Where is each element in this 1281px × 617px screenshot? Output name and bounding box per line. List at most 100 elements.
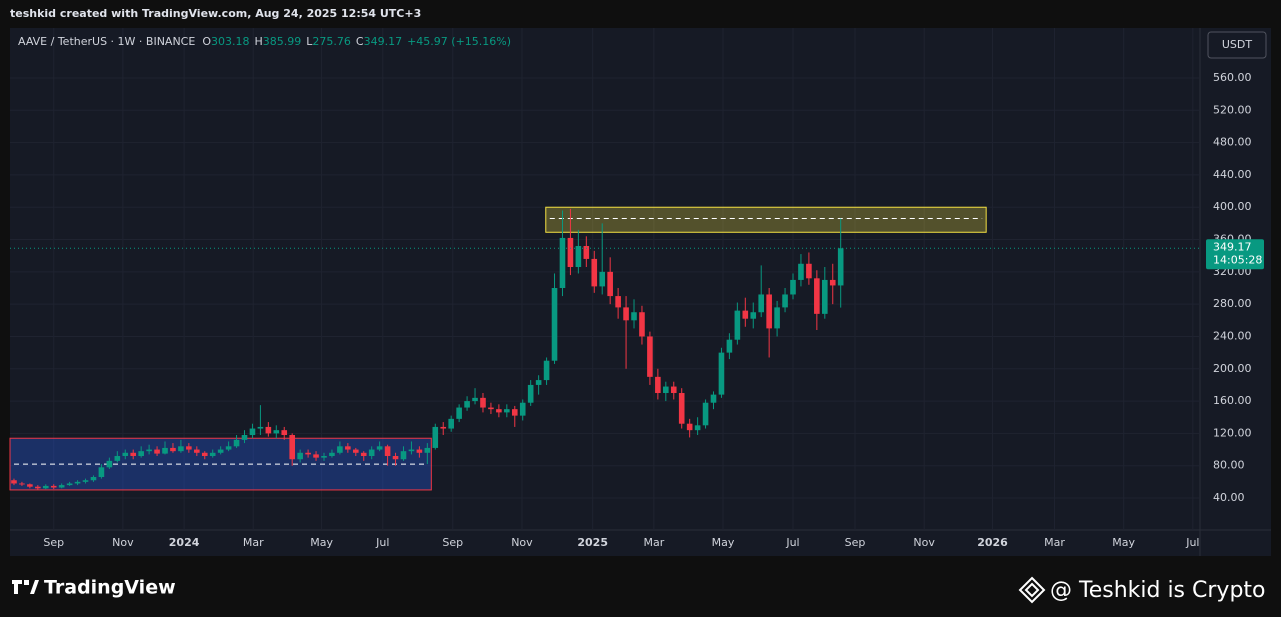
candle-body — [694, 425, 701, 431]
candle-body — [837, 248, 844, 286]
countdown-label: 14:05:28 — [1213, 253, 1262, 266]
candle-body — [551, 288, 558, 361]
candle-body — [360, 452, 367, 457]
y-tick-label: 240.00 — [1213, 329, 1252, 342]
candle-body — [742, 310, 749, 319]
candle-body — [663, 386, 669, 394]
candle-body — [257, 426, 264, 429]
candle-body — [19, 483, 25, 485]
candle-body — [814, 278, 820, 314]
candle-body — [186, 446, 192, 450]
candle-body — [27, 484, 33, 487]
zone — [545, 206, 987, 233]
legend: AAVE / TetherUS · 1W · BINANCE O303.18 H38… — [18, 35, 511, 48]
candle-body — [798, 263, 804, 280]
y-tick-label: 280.00 — [1213, 297, 1252, 310]
currency-label[interactable]: USDT — [1222, 38, 1253, 51]
x-tick-label: Nov — [112, 536, 134, 549]
candle-body — [11, 480, 17, 484]
x-tick-label: Nov — [511, 536, 533, 549]
candle-body — [58, 485, 65, 488]
y-tick-label: 80.00 — [1213, 459, 1245, 472]
candle-body — [607, 271, 613, 297]
candle-body — [297, 452, 303, 460]
candle-body — [623, 307, 629, 321]
candle-body — [146, 449, 152, 452]
x-tick-label: Mar — [243, 536, 264, 549]
candle-body — [376, 446, 383, 450]
legend-value: 303.18 — [211, 35, 250, 48]
candle-body — [790, 279, 796, 295]
legend-value: 385.99 — [263, 35, 302, 48]
candle-body — [265, 426, 272, 434]
legend-value: 275.76 — [312, 35, 351, 48]
candle-body — [480, 397, 486, 408]
x-tick-label: Mar — [1044, 536, 1065, 549]
candle-body — [170, 447, 176, 452]
candle-body — [384, 446, 391, 457]
candle-body — [416, 449, 423, 453]
candle-body — [225, 446, 232, 450]
candle-body — [368, 449, 375, 457]
candle-body — [90, 477, 97, 481]
candle-body — [217, 449, 224, 453]
candle-body — [82, 480, 89, 482]
candle-body — [352, 449, 359, 453]
candle-body — [599, 271, 606, 287]
candle-body — [201, 452, 208, 457]
candle-body — [806, 263, 812, 279]
candle-body — [750, 312, 757, 319]
candle-body — [281, 430, 288, 436]
credit: teshkid created with TradingView.com, Au… — [10, 7, 421, 20]
candle-body — [678, 393, 685, 424]
candle-body — [559, 237, 566, 289]
candle-body — [758, 294, 765, 313]
x-tick-label: May — [712, 536, 735, 549]
candle-body — [233, 439, 240, 447]
x-tick-label: Jul — [785, 536, 799, 549]
candle-body — [718, 352, 725, 395]
candle-body — [138, 451, 144, 457]
candle-body — [321, 456, 327, 458]
candle-body — [345, 446, 351, 450]
x-tick-label: 2024 — [169, 536, 200, 549]
x-tick-label: May — [1112, 536, 1135, 549]
candle-body — [273, 430, 280, 434]
candle-body — [472, 397, 478, 402]
candle-body — [575, 246, 582, 268]
candle-body — [583, 246, 590, 259]
candle-body — [448, 418, 454, 429]
candle-body — [726, 339, 733, 353]
symbol: AAVE / TetherUS · 1W · BINANCE — [18, 35, 195, 48]
x-tick-label: Jul — [1185, 536, 1199, 549]
x-tick-label: May — [310, 536, 333, 549]
candle-body — [456, 407, 462, 419]
currency-button[interactable] — [1207, 31, 1267, 59]
candle-body — [42, 485, 49, 489]
candle-body — [734, 310, 741, 340]
candle-body — [313, 454, 319, 458]
candle-body — [66, 483, 73, 486]
x-tick-label: Sep — [845, 536, 866, 549]
candles — [11, 208, 844, 490]
candle-body — [615, 296, 621, 308]
x-tick-label: 2026 — [977, 536, 1008, 549]
candle-body — [440, 426, 447, 429]
candle-body — [631, 312, 637, 321]
candle-body — [535, 380, 542, 385]
candle-body — [289, 435, 295, 460]
candle-body — [432, 426, 439, 448]
candle-body — [178, 446, 184, 452]
last-price-tag — [1206, 239, 1264, 270]
candle-body — [249, 428, 256, 436]
candle-body — [567, 237, 574, 268]
candle-body — [424, 447, 431, 453]
last-price-label: 349.17 — [1213, 240, 1252, 253]
candle-body — [106, 460, 113, 468]
y-tick-label: 560.00 — [1213, 71, 1252, 84]
y-tick-label: 120.00 — [1213, 426, 1252, 439]
candle-body — [496, 409, 502, 413]
y-tick-label: 440.00 — [1213, 168, 1252, 181]
watermark: @ Teshkid is Crypto — [1050, 578, 1266, 603]
